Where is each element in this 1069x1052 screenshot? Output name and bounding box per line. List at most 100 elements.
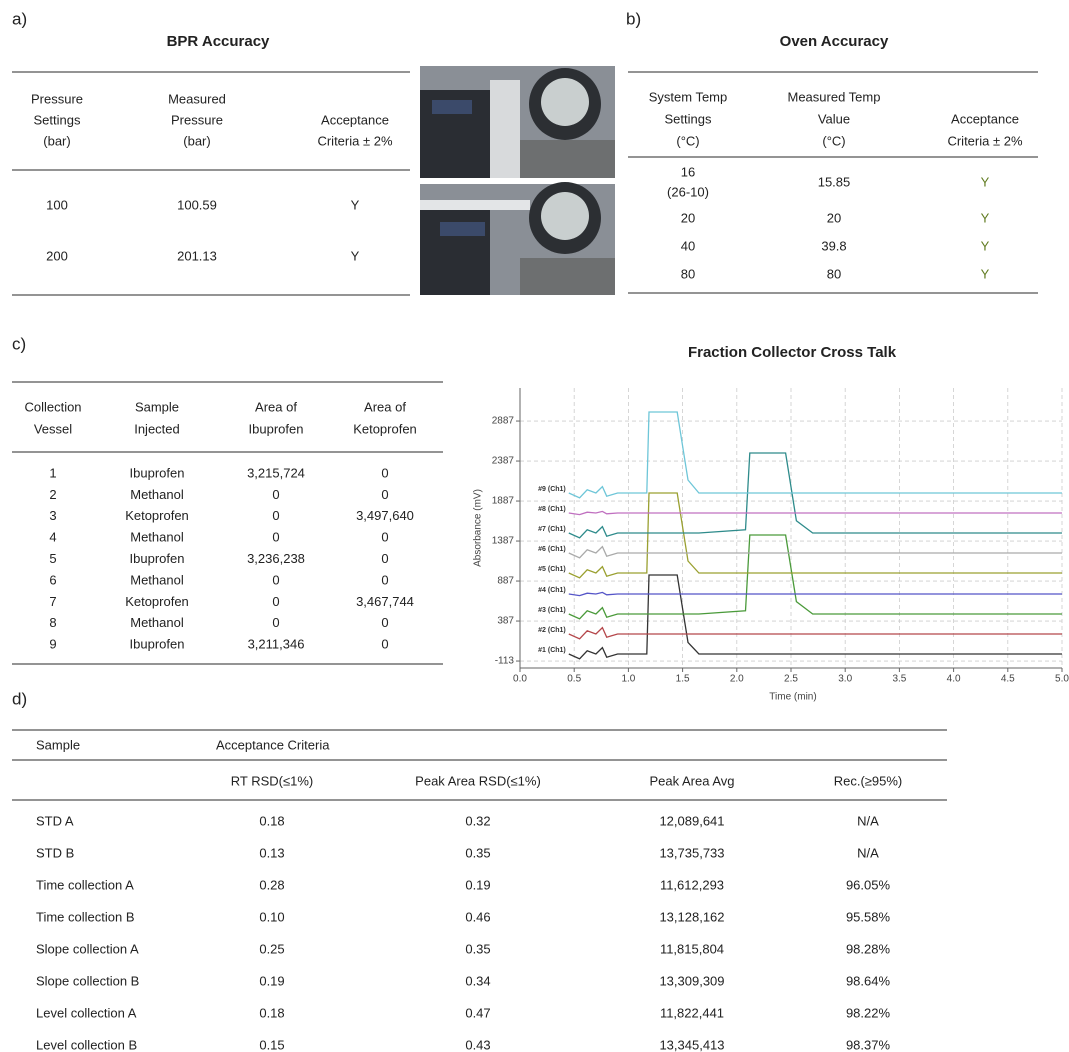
table-cell: 0.47 [465,1005,490,1020]
table-cell: Ketoprofen [125,594,189,609]
column-header: Pressure [31,91,83,106]
column-header: Sample [36,737,80,752]
column-header: (bar) [183,133,210,148]
table-cell: Ibuprofen [130,551,185,566]
column-header: Settings [34,112,81,127]
x-tick-label: 2.0 [730,674,744,685]
series-label: #6 (Ch1) [538,546,566,553]
series-label: #8 (Ch1) [538,506,566,513]
table-cell: 11,815,804 [660,941,724,956]
photo [420,66,615,178]
series-label: #4 (Ch1) [538,587,566,594]
x-tick-label: 4.5 [1001,674,1015,685]
row-label: Time collection B [36,909,135,924]
table-cell: 3,236,238 [247,551,305,566]
table-cell: 98.22% [846,1005,891,1020]
table-cell: 40 [681,238,695,253]
table-cell: 0 [272,487,279,502]
table-cell: 0 [381,530,388,545]
table-cell: 0.18 [259,1005,284,1020]
table-cell: 0.19 [259,973,284,988]
table-cell: 39.8 [821,238,846,253]
series-label: #1 (Ch1) [538,647,566,654]
column-header: Acceptance Criteria [216,737,330,752]
column-header: Ketoprofen [353,421,417,436]
table-cell: Y [981,266,990,281]
table-cell: 0 [381,551,388,566]
table-cell: 6 [49,572,56,587]
x-tick-label: 3.0 [838,674,852,685]
column-header: Measured [168,91,226,106]
x-tick-label: 1.5 [676,674,690,685]
column-header: Area of [364,399,406,414]
x-tick-label: 0.5 [567,674,581,685]
table-cell: 0 [272,508,279,523]
table-cell: 0 [272,615,279,630]
table-cell: 80 [681,266,695,281]
y-tick-label: 387 [497,616,514,627]
row-label: Level collection A [36,1005,137,1020]
series-line [568,591,1062,597]
column-header: Rec.(≥95%) [834,773,903,788]
series-label: #9 (Ch1) [538,486,566,493]
table-cell: Y [981,210,990,225]
table-cell: 100.59 [177,197,217,212]
table-cell: 0 [381,487,388,502]
table-cell: Methanol [130,487,184,502]
photo [420,182,615,295]
series-line [568,574,1062,660]
series-line [568,492,1062,579]
column-header: Area of [255,399,297,414]
column-header: Vessel [34,421,72,436]
table-cell: Methanol [130,530,184,545]
column-header: Sample [135,399,179,414]
x-tick-label: 1.0 [621,674,635,685]
column-header: Injected [134,421,180,436]
y-tick-label: -113 [495,656,515,667]
series-label: #5 (Ch1) [538,566,566,573]
x-axis-label: Time (min) [769,692,816,703]
row-label: Level collection B [36,1037,137,1052]
table-cell: 0.15 [259,1037,284,1052]
table-cell: N/A [857,813,879,828]
table-cell: 11,612,293 [660,877,724,892]
y-tick-label: 1887 [492,496,515,507]
table-cell: 7 [49,594,56,609]
series-line [568,510,1062,516]
table-cell: 20 [681,210,695,225]
column-header: (bar) [43,133,70,148]
table-title: BPR Accuracy [167,33,270,50]
column-header: Criteria ± 2% [317,133,392,148]
series-label: #2 (Ch1) [538,627,566,634]
series-line [568,626,1062,640]
column-header: Peak Area Avg [649,773,734,788]
table-cell: 3,497,640 [356,508,414,523]
column-header: Collection [24,399,81,414]
series-line [568,411,1062,499]
table-cell: 13,735,733 [659,845,724,860]
column-header: Pressure [171,112,223,127]
table-cell: 13,345,413 [659,1037,724,1052]
table-cell: (26-10) [667,184,709,199]
table-cell: 98.37% [846,1037,891,1052]
x-tick-label: 2.5 [784,674,798,685]
series-label: #3 (Ch1) [538,607,566,614]
x-tick-label: 3.5 [892,674,906,685]
series-line [568,545,1062,559]
table-cell: Methanol [130,572,184,587]
series-label: #7 (Ch1) [538,526,566,533]
column-header: System Temp [649,89,728,104]
table-cell: 13,128,162 [659,909,724,924]
column-header: (°C) [676,133,699,148]
column-header: RT RSD(≤1%) [231,773,314,788]
table-cell: 0 [381,615,388,630]
table-cell: Ketoprofen [125,508,189,523]
row-label: Time collection A [36,877,134,892]
row-label: STD A [36,813,74,828]
table-cell: 95.58% [846,909,891,924]
table-cell: 0.13 [259,845,284,860]
table-cell: 0.10 [259,909,284,924]
x-tick-label: 5.0 [1055,674,1069,685]
table-cell: 8 [49,615,56,630]
